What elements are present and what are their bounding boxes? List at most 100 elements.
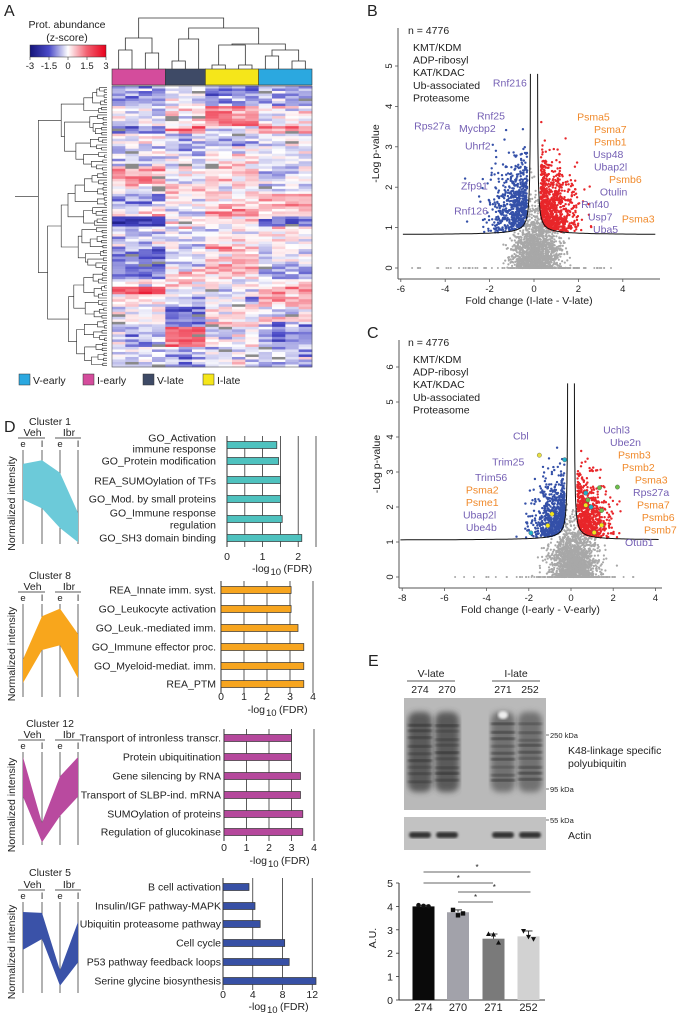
heatmap-cell: [272, 88, 286, 92]
volcano-point: [494, 210, 498, 214]
heatmap-cell: [272, 274, 286, 277]
volcano-point: [535, 227, 538, 230]
heatmap-cell: [192, 141, 206, 145]
volcano-point: [520, 246, 523, 250]
heatmap-cell: [218, 198, 233, 202]
heatmap-cell: [192, 133, 206, 137]
heatmap-cell: [245, 226, 259, 230]
heatmap-cell: [112, 336, 126, 340]
volcano-point: [524, 250, 527, 253]
volcano-point: [559, 237, 563, 240]
heatmap-cell: [298, 86, 313, 89]
heatmap-cell: [178, 274, 193, 277]
volcano-point: [559, 183, 563, 186]
heatmap-cell: [152, 324, 166, 328]
heatmap-cell: [272, 218, 286, 222]
heatmap-cell: [138, 151, 153, 155]
heatmap-cell: [178, 153, 193, 157]
heatmap-cell: [298, 281, 313, 285]
heatmap-cell: [258, 138, 273, 142]
heatmap-cell: [112, 286, 126, 290]
volcano-point: [545, 247, 548, 250]
heatmap-cell: [192, 166, 206, 170]
heatmap-cell: [205, 136, 219, 139]
heatmap-cell: [218, 223, 233, 227]
heatmap-cell: [138, 206, 153, 210]
heatmap-cell: [165, 88, 179, 92]
heatmap-cell: [152, 344, 166, 348]
heatmap-cell: [125, 193, 139, 197]
heatmap-cell: [125, 326, 139, 330]
heatmap-cell: [218, 218, 233, 222]
heatmap-cell: [272, 151, 286, 155]
heatmap-cell: [192, 103, 206, 107]
heatmap-cell: [285, 203, 299, 207]
heatmap-cell: [152, 279, 166, 282]
volcano-point: [552, 251, 555, 254]
heatmap-cell: [298, 334, 313, 338]
heatmap-cell: [125, 183, 139, 187]
heatmap-cell: [165, 311, 179, 315]
colorbar: [29, 44, 107, 58]
heatmap-cell: [232, 279, 246, 282]
heatmap-cell: [178, 331, 193, 335]
heatmap-cell: [245, 351, 259, 355]
heatmap-cell: [125, 311, 139, 315]
heatmap-cell: [192, 326, 206, 330]
volcano-point: [502, 243, 505, 246]
heatmap-cell: [272, 216, 286, 220]
heatmap-cell: [178, 206, 193, 210]
volcano-point: [509, 177, 512, 181]
heatmap-cell: [152, 181, 166, 185]
volcano-point: [533, 211, 537, 214]
heatmap-cell: [232, 111, 246, 114]
volcano-point: [517, 259, 520, 262]
heatmap-cell: [232, 319, 246, 323]
volcano-point: [519, 207, 522, 210]
volcano-point: [556, 209, 559, 212]
volcano-point: [539, 240, 542, 243]
heatmap-cell: [165, 284, 179, 288]
volcano-point: [518, 197, 522, 200]
volcano-point: [569, 227, 572, 230]
heatmap-cell: [192, 96, 206, 99]
heatmap-cell: [232, 181, 246, 185]
heatmap-cell: [258, 269, 273, 272]
volcano-point: [558, 223, 561, 226]
volcano-point: [541, 207, 545, 210]
heatmap-cell: [138, 364, 153, 368]
heatmap-cell: [218, 316, 233, 320]
heatmap-cell: [272, 231, 286, 235]
heatmap-cell: [285, 103, 299, 107]
heatmap-cell: [218, 101, 233, 104]
volcano-point: [530, 171, 533, 174]
heatmap-cell: [178, 86, 193, 89]
heatmap-cell: [258, 329, 273, 333]
volcano-point: [574, 209, 577, 213]
heatmap-cell: [192, 359, 206, 363]
volcano-point: [537, 218, 541, 221]
volcano-point: [518, 235, 521, 239]
volcano-point: [539, 206, 543, 210]
heatmap-cell: [218, 296, 233, 300]
heatmap-cell: [125, 176, 139, 180]
heatmap-cell: [205, 191, 219, 195]
heatmap-cell: [112, 284, 126, 288]
heatmap-cell: [285, 196, 299, 200]
heatmap-cell: [232, 183, 246, 187]
heatmap-cell: [218, 158, 233, 162]
volcano-point: [512, 201, 515, 204]
heatmap-cell: [152, 146, 166, 150]
heatmap-cell: [112, 256, 126, 260]
heatmap-cell: [125, 198, 139, 202]
volcano-point: [555, 211, 558, 214]
volcano-point: [522, 204, 525, 207]
heatmap-cell: [205, 254, 219, 257]
heatmap-cell: [125, 231, 139, 235]
heatmap-cell: [152, 356, 166, 360]
heatmap-cell: [298, 216, 313, 220]
volcano-point: [544, 150, 547, 153]
heatmap-cell: [138, 241, 153, 245]
heatmap-cell: [165, 156, 179, 160]
heatmap-cell: [205, 138, 219, 142]
